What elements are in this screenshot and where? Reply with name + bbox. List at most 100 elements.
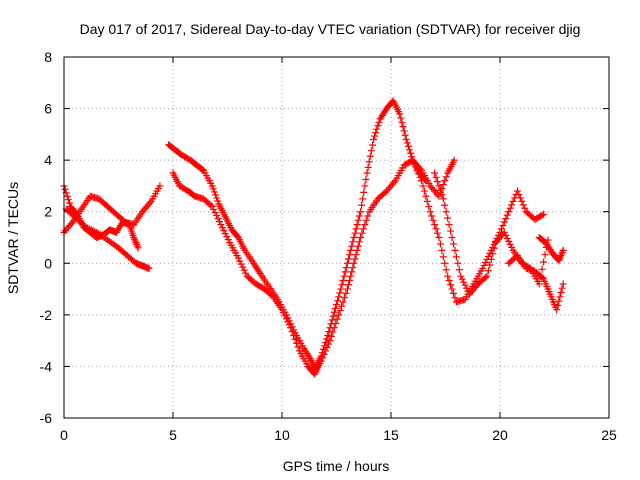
data-point-interp	[224, 236, 232, 244]
data-point-interp	[489, 243, 497, 251]
data-point-interp	[436, 186, 444, 194]
marks-layer	[60, 97, 567, 378]
data-point-interp	[342, 289, 350, 297]
data-point-interp	[558, 284, 566, 292]
data-point-interp	[432, 225, 440, 233]
data-point-interp	[435, 182, 443, 190]
data-point	[444, 272, 452, 280]
data-point-interp	[353, 221, 361, 229]
data-point-interp	[438, 191, 446, 199]
data-point-interp	[352, 225, 360, 233]
x-tick-label: 0	[60, 427, 68, 443]
data-point-interp	[242, 269, 250, 277]
data-point-interp	[415, 170, 423, 178]
data-point-interp	[319, 354, 327, 362]
data-point-interp	[439, 253, 447, 261]
chart-title: Day 017 of 2017, Sidereal Day-to-day VTE…	[80, 21, 581, 37]
data-point-interp	[445, 276, 453, 284]
data-point-interp	[368, 141, 376, 149]
data-point-interp	[213, 212, 221, 220]
data-point	[134, 244, 142, 252]
data-point-interp	[364, 212, 372, 220]
data-point	[402, 136, 410, 144]
data-point-interp	[558, 248, 566, 256]
data-point-interp	[502, 231, 510, 239]
data-point-interp	[344, 255, 352, 263]
data-point	[208, 182, 216, 190]
y-tick-label: 0	[44, 255, 52, 271]
data-point-interp	[210, 188, 218, 196]
data-point	[439, 195, 447, 203]
data-point-interp	[366, 152, 374, 160]
data-point-interp	[323, 335, 331, 343]
data-point-interp	[481, 273, 489, 281]
data-point-interp	[67, 220, 75, 228]
data-point	[431, 169, 439, 177]
data-point-interp	[293, 339, 301, 347]
x-tick-label: 5	[169, 427, 177, 443]
data-point	[553, 306, 561, 314]
data-point	[208, 203, 216, 211]
data-point-interp	[335, 293, 343, 301]
data-point-interp	[354, 242, 362, 250]
data-point	[559, 246, 567, 254]
data-point	[435, 234, 443, 241]
data-point-interp	[237, 260, 245, 268]
data-point-interp	[367, 147, 375, 155]
data-point-interp	[449, 240, 457, 248]
data-point-interp	[554, 301, 562, 309]
data-point-interp	[285, 321, 293, 329]
data-point	[535, 280, 543, 288]
data-point-interp	[519, 201, 527, 209]
y-tick-label: 4	[44, 152, 52, 168]
data-point-interp	[64, 196, 72, 204]
data-point-interp	[361, 182, 369, 190]
data-point	[145, 264, 153, 272]
data-point-interp	[308, 358, 316, 366]
data-point-interp	[436, 240, 444, 248]
data-point-interp	[413, 166, 421, 174]
data-point-interp	[320, 350, 328, 358]
y-tick-label: -6	[40, 410, 53, 426]
data-point-interp	[338, 281, 346, 289]
data-point-interp	[344, 281, 352, 289]
data-point-interp	[346, 276, 354, 284]
data-point	[306, 355, 314, 363]
data-point-interp	[69, 212, 77, 220]
data-point-interp	[540, 258, 548, 266]
data-point-interp	[400, 127, 408, 135]
data-point-interp	[434, 178, 442, 186]
data-point-interp	[133, 240, 141, 248]
data-point-interp	[506, 204, 514, 212]
data-point	[343, 285, 351, 293]
data-point-interp	[327, 332, 335, 340]
data-point-interp	[412, 163, 420, 171]
data-point	[555, 257, 563, 265]
data-point-interp	[499, 221, 507, 229]
data-point-interp	[336, 307, 344, 315]
data-point-interp	[431, 221, 439, 229]
data-point-interp	[390, 178, 398, 186]
data-point-interp	[425, 203, 433, 211]
data-point	[356, 208, 364, 216]
data-point-interp	[438, 246, 446, 254]
data-point-interp	[307, 356, 315, 364]
data-point-interp	[406, 146, 414, 154]
x-tick-label: 10	[274, 427, 290, 443]
data-point-interp	[516, 194, 524, 202]
data-point	[479, 264, 487, 272]
data-point	[278, 306, 286, 314]
data-point-interp	[353, 246, 361, 254]
data-point-interp	[334, 297, 342, 305]
data-point-interp	[419, 182, 427, 190]
data-point-interp	[541, 251, 549, 259]
data-point-interp	[358, 201, 366, 209]
data-point-interp	[130, 235, 138, 243]
data-point-interp	[401, 131, 409, 139]
data-point-interp	[63, 192, 71, 200]
data-point-interp	[441, 201, 449, 209]
data-point-interp	[146, 199, 154, 207]
data-point-interp	[422, 192, 430, 200]
data-point-interp	[213, 194, 221, 202]
data-point-interp	[358, 229, 366, 237]
